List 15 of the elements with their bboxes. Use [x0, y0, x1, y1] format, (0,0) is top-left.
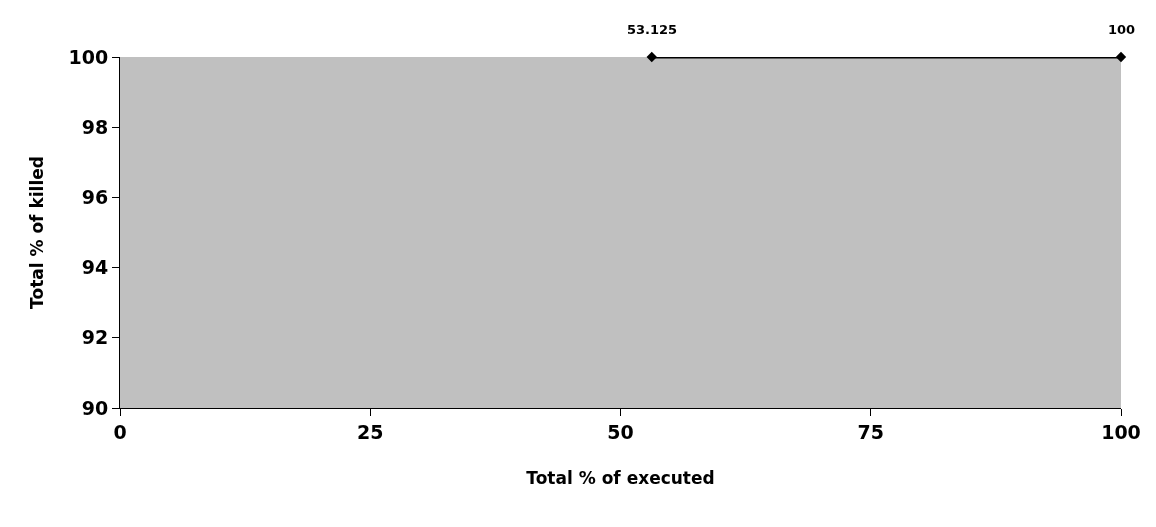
annotation: 100 [1108, 22, 1136, 37]
annotation: 53.125 [627, 22, 678, 37]
y-tick-label: 98 [81, 115, 109, 138]
y-tick-label: 92 [81, 326, 109, 349]
x-tick-label: 100 [1101, 420, 1141, 443]
y-tick-label: 90 [81, 396, 109, 419]
y-axis-title: Total % of killed [27, 156, 48, 309]
y-tick-label: 94 [81, 256, 109, 279]
x-tick-label: 75 [857, 420, 884, 443]
x-tick-label: 25 [357, 420, 384, 443]
x-tick-label: 50 [607, 420, 634, 443]
x-axis-title: Total % of executed [526, 468, 715, 489]
y-tick-label: 100 [68, 45, 109, 68]
y-tick-label: 96 [81, 186, 109, 209]
x-tick-label: 0 [113, 420, 127, 443]
